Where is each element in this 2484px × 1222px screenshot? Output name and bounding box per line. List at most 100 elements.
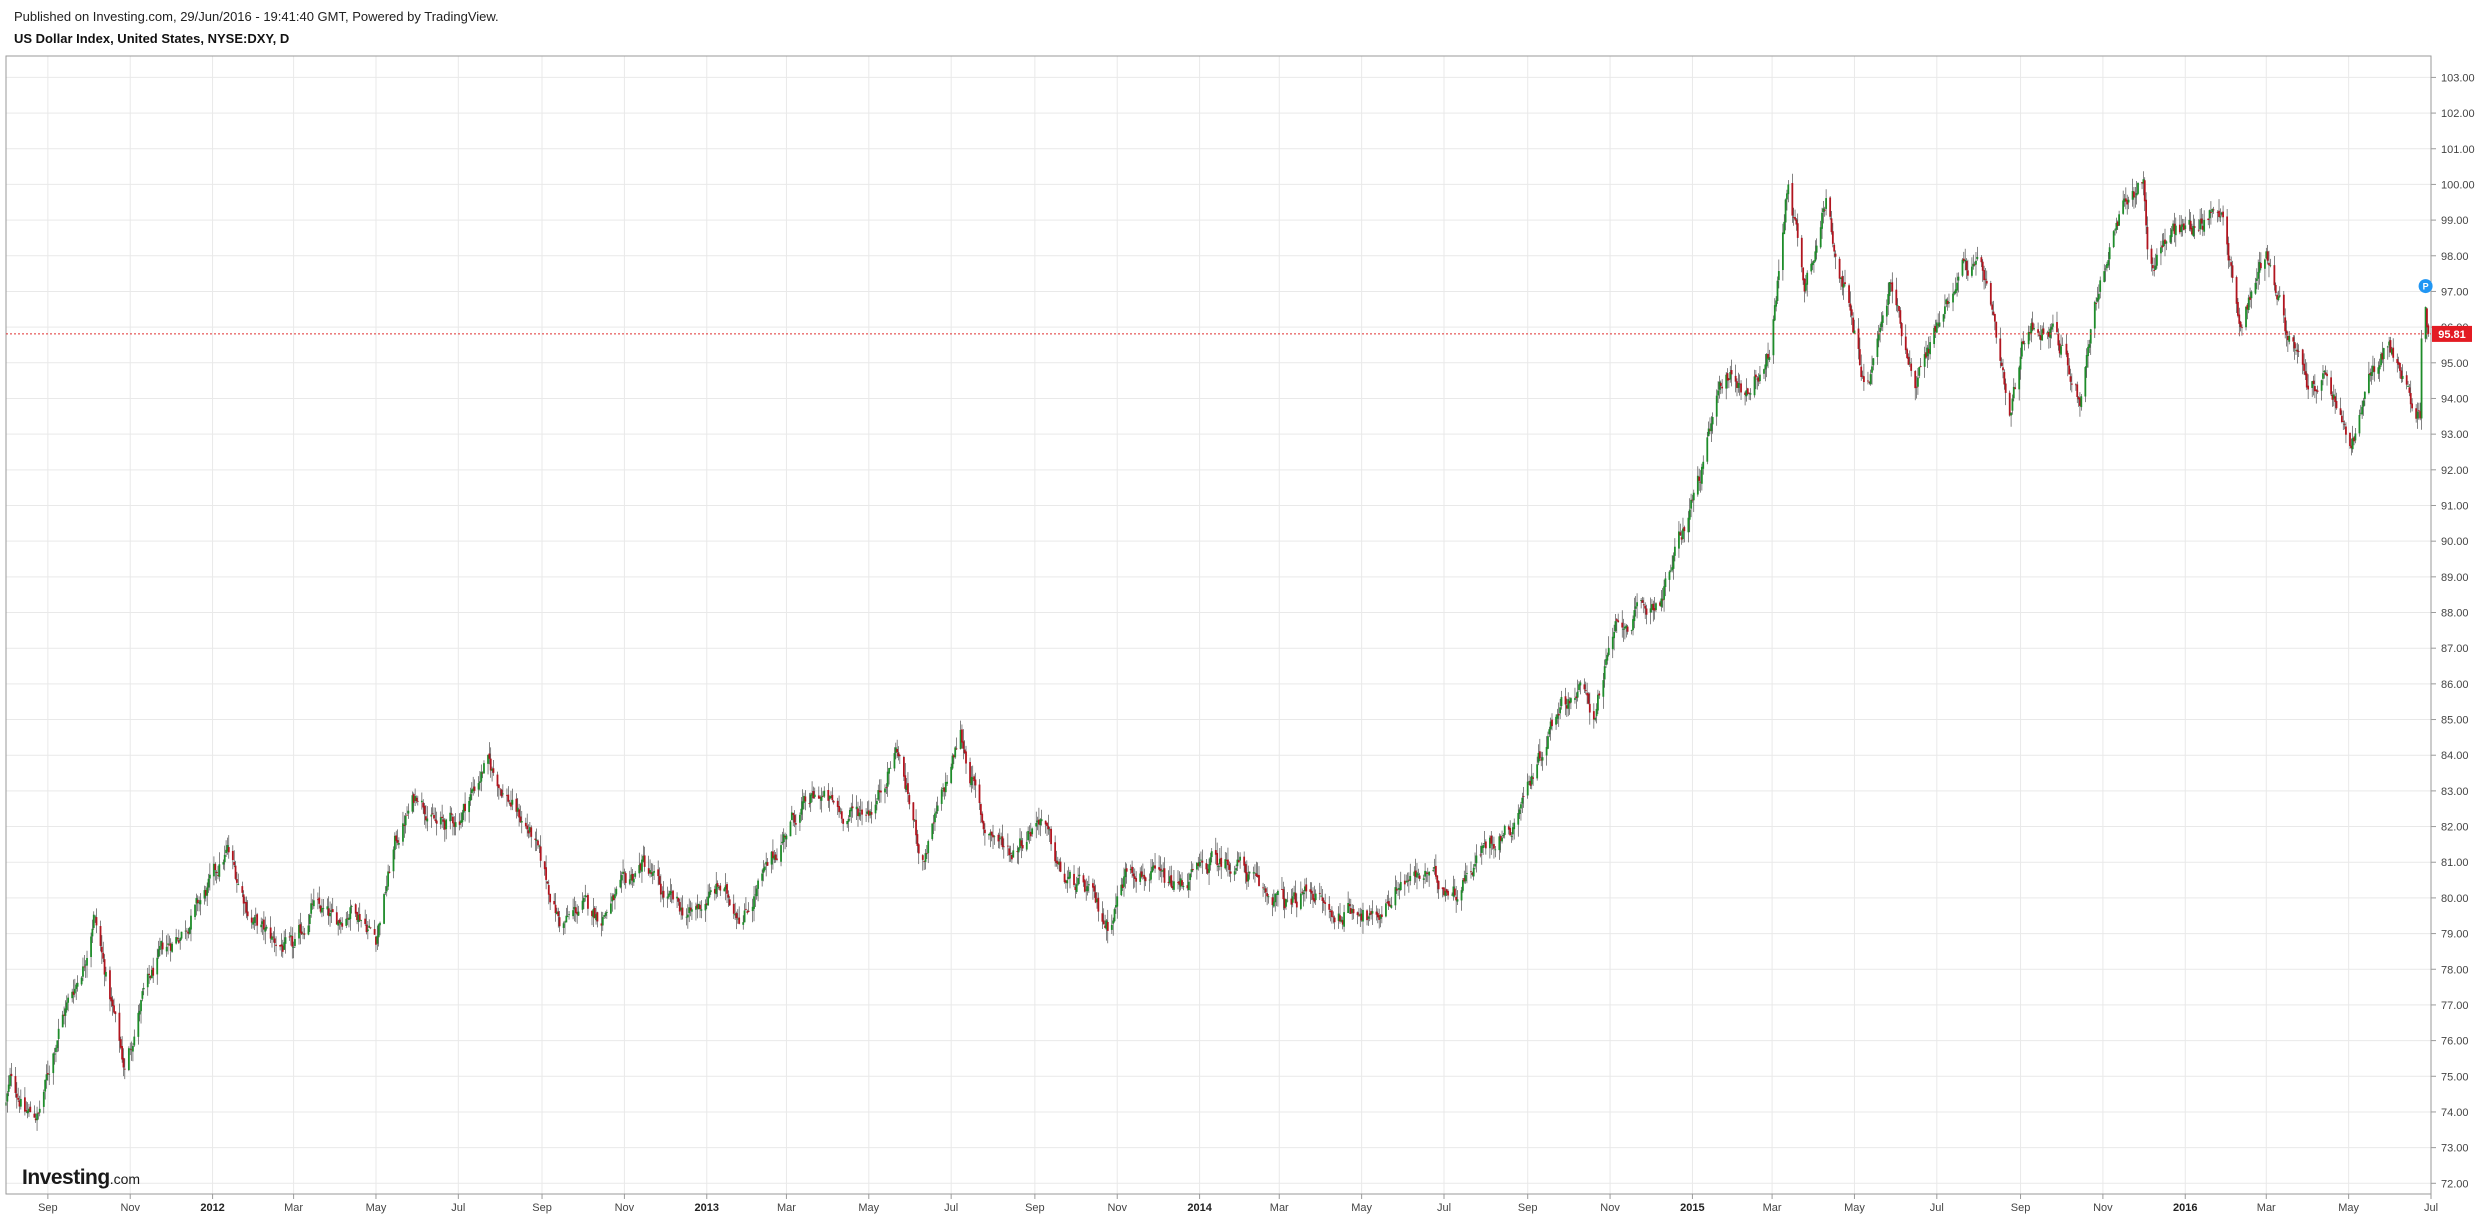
candle-body xyxy=(577,911,580,916)
candle-body xyxy=(190,915,192,930)
candle-body xyxy=(1844,282,1846,285)
candle-body xyxy=(912,802,915,821)
candle-body xyxy=(1981,261,1984,271)
candle-body xyxy=(2137,182,2139,194)
candle-body xyxy=(1938,322,1941,327)
candle-body xyxy=(1502,835,1505,837)
candle-body xyxy=(846,821,849,825)
candle-body xyxy=(208,874,211,879)
candle-body xyxy=(2301,349,2304,365)
candle-body xyxy=(2361,406,2364,415)
candle-body xyxy=(119,1039,122,1048)
candle-body xyxy=(905,785,908,791)
candle-body xyxy=(1888,282,1891,296)
candle-body xyxy=(1683,527,1686,532)
candle-body xyxy=(874,804,877,814)
candle-body xyxy=(1786,193,1788,200)
chart-plot-frame xyxy=(5,55,2432,1195)
candle-body xyxy=(1058,861,1061,865)
candle-body xyxy=(1876,338,1879,358)
candle-body xyxy=(103,959,106,975)
investing-logo[interactable]: Investing.com xyxy=(22,1166,140,1190)
candle-body xyxy=(2268,262,2270,266)
candle-body xyxy=(1872,358,1875,366)
candle-body xyxy=(1691,499,1694,501)
candle-body xyxy=(726,884,728,894)
candle-body xyxy=(1092,883,1094,888)
x-tick-label: Nov xyxy=(120,1202,140,1214)
candle-body xyxy=(847,818,850,822)
candle-body xyxy=(776,858,778,860)
candle-body xyxy=(546,881,549,884)
candle-body xyxy=(1082,875,1085,883)
candle-body xyxy=(364,918,367,924)
candle-body xyxy=(1291,896,1294,903)
candle-body xyxy=(1792,216,1795,218)
candle-body xyxy=(782,834,785,842)
event-marker[interactable]: P xyxy=(2418,279,2433,294)
candle-body xyxy=(2070,383,2073,385)
candle-body xyxy=(1679,532,1682,536)
candle-body xyxy=(1432,870,1435,871)
candle-body xyxy=(1320,895,1323,897)
candle-body xyxy=(1548,729,1551,735)
candle-body xyxy=(298,924,300,939)
candle-body xyxy=(2133,191,2135,198)
candle-body xyxy=(1228,864,1231,870)
y-tick-label: 94.00 xyxy=(2441,393,2469,405)
candle-body xyxy=(670,892,673,894)
candle-body xyxy=(753,896,755,909)
candle-body xyxy=(330,910,333,912)
candle-body xyxy=(357,914,360,922)
candle-body xyxy=(1186,885,1189,889)
candle-body xyxy=(884,788,886,793)
candle-body xyxy=(213,863,215,877)
candle-body xyxy=(1823,209,1826,211)
candle-body xyxy=(1984,278,1987,280)
candle-body xyxy=(969,762,971,784)
logo-brand-text: Investing xyxy=(22,1166,110,1189)
candle-body xyxy=(1640,600,1643,601)
candle-body xyxy=(1422,878,1425,880)
candle-body xyxy=(1304,886,1306,892)
candle-body xyxy=(1389,904,1391,907)
candle-body xyxy=(1611,636,1614,650)
candle-body xyxy=(1031,828,1034,835)
candle-body xyxy=(1838,258,1841,279)
candle-body xyxy=(393,835,396,850)
candle-body xyxy=(1321,897,1324,901)
candle-body xyxy=(1086,886,1089,892)
candle-body xyxy=(423,805,426,815)
candle-body xyxy=(1066,880,1069,884)
y-tick-label: 85.00 xyxy=(2441,715,2469,727)
candle-body xyxy=(1549,721,1552,730)
candle-body xyxy=(256,914,259,926)
candle-body xyxy=(2041,329,2044,341)
candle-body xyxy=(917,844,920,854)
published-caption: Published on Investing.com, 29/Jun/2016 … xyxy=(14,9,499,24)
candle-body xyxy=(1868,381,1871,383)
candle-body xyxy=(1624,626,1626,629)
x-tick-label: May xyxy=(1351,1202,1372,1214)
candle-body xyxy=(534,838,537,840)
candle-body xyxy=(1012,850,1015,858)
candle-body xyxy=(273,938,276,944)
candle-body xyxy=(36,1113,38,1121)
candle-body xyxy=(288,936,291,938)
candle-body xyxy=(789,821,792,837)
candle-body xyxy=(252,921,254,925)
candle-body xyxy=(1378,915,1381,920)
candle-body xyxy=(132,1045,134,1052)
candle-body xyxy=(2264,259,2266,269)
candle-body xyxy=(794,823,797,825)
candle-body xyxy=(1833,244,1836,252)
candle-body xyxy=(747,910,750,912)
candle-body xyxy=(308,914,311,925)
candle-body xyxy=(619,879,622,888)
candle-body xyxy=(2255,278,2258,281)
candle-body xyxy=(601,917,604,926)
candle-body xyxy=(728,899,731,906)
candle-body xyxy=(83,966,86,968)
candle-body xyxy=(1680,537,1683,540)
